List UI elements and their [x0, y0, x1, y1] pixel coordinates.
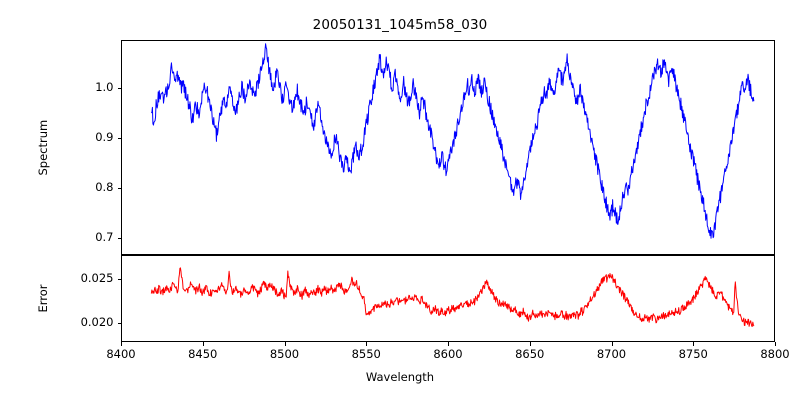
y-tick-spectrum-0.8 [117, 187, 121, 189]
y-tick-spectrum-1.0 [117, 87, 121, 89]
y-tick-error-0.020 [117, 323, 121, 325]
error-line-series [122, 256, 774, 341]
x-tick-label-8550: 8550 [351, 347, 381, 361]
x-tick-label-8500: 8500 [269, 347, 300, 361]
y-axis-label-spectrum: Spectrum [36, 119, 50, 176]
x-tick-label-8400: 8400 [106, 347, 136, 361]
error-plot-area [121, 255, 775, 342]
y-tick-label-spectrum-1.0: 1.0 [95, 79, 114, 94]
x-tick-label-8600: 8600 [433, 347, 463, 361]
x-tick-8800 [775, 342, 776, 346]
x-tick-8600 [448, 342, 449, 346]
x-tick-label-8650: 8650 [515, 347, 545, 361]
x-axis-label: Wavelength [365, 370, 435, 384]
spectrum-plot-area [121, 40, 775, 255]
x-tick-label-8800: 8800 [760, 347, 790, 361]
x-tick-8450 [202, 342, 204, 346]
y-tick-label-spectrum-0.9: 0.9 [95, 129, 114, 144]
spectrum-panel-path [151, 44, 754, 239]
x-tick-8700 [611, 342, 613, 346]
x-tick-label-8750: 8750 [678, 347, 708, 361]
y-tick-label-spectrum-0.8: 0.8 [95, 179, 114, 194]
spectrum-line-series [122, 41, 774, 254]
error-panel-path [151, 268, 754, 327]
y-axis-label-error: Error [36, 284, 50, 313]
y-tick-spectrum-0.9 [117, 137, 121, 139]
y-tick-label-error-0.025: 0.025 [80, 271, 114, 286]
x-tick-8750 [693, 342, 695, 346]
figure-title: 20050131_1045m58_030 [312, 17, 488, 33]
x-tick-label-8450: 8450 [188, 347, 218, 361]
y-tick-label-error-0.020: 0.020 [80, 315, 114, 330]
y-tick-label-spectrum-0.7: 0.7 [95, 229, 114, 244]
y-tick-error-0.025 [117, 279, 121, 281]
y-tick-spectrum-0.7 [117, 237, 121, 239]
x-tick-8650 [529, 342, 531, 346]
x-tick-label-8700: 8700 [596, 347, 627, 361]
x-tick-8550 [366, 342, 368, 346]
x-tick-8500 [284, 342, 286, 346]
x-tick-8400 [121, 342, 122, 346]
